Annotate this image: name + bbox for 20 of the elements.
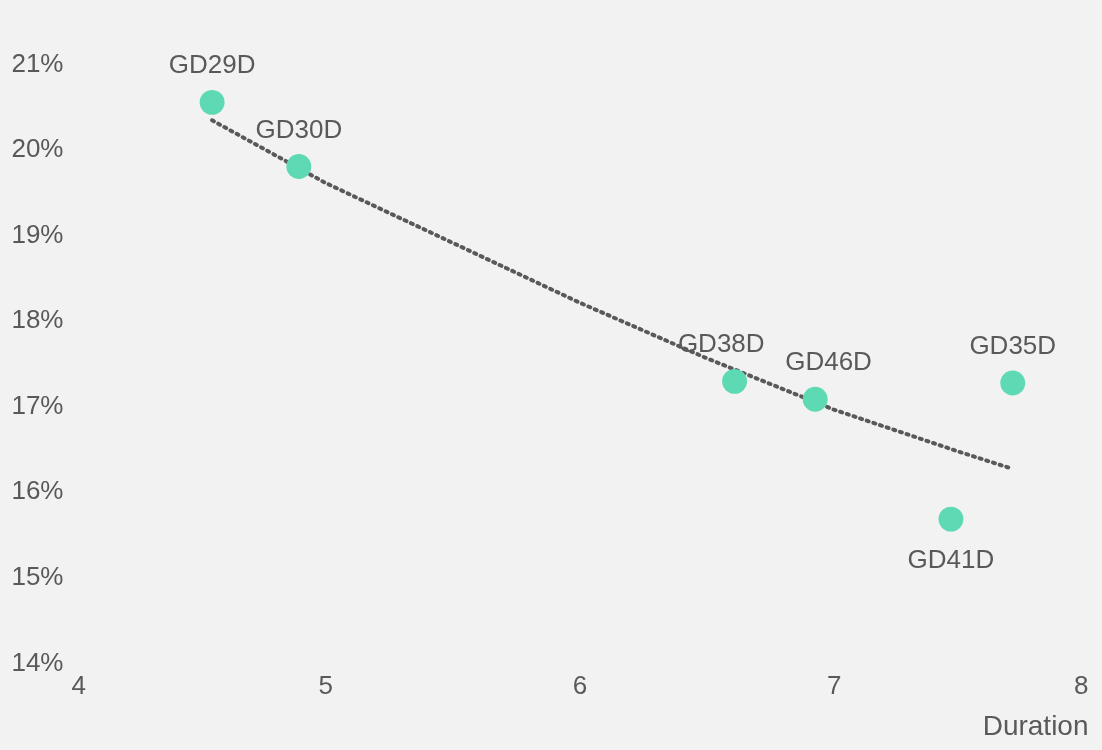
- annotation: GD41D: [907, 544, 995, 575]
- y-tick-label: 18%: [11, 304, 64, 335]
- x-axis-title: Duration: [982, 709, 1089, 741]
- annotation: GD29D: [168, 49, 256, 80]
- y-tick-label: 21%: [11, 47, 64, 78]
- x-tick-label: 7: [827, 669, 842, 700]
- y-tick-label: 19%: [11, 218, 64, 249]
- y-tick-label: 16%: [11, 475, 64, 506]
- annotation: GD35D: [969, 330, 1057, 361]
- y-tick-label: 14%: [11, 646, 64, 677]
- x-tick-label: 6: [572, 669, 588, 700]
- y-tick-label: 15%: [11, 560, 64, 591]
- y-tick-label: 17%: [11, 389, 64, 420]
- x-tick-label: 5: [318, 669, 333, 700]
- y-tick-label: 20%: [11, 133, 64, 164]
- annotation: GD30D: [255, 113, 343, 144]
- annotation: GD38D: [677, 328, 765, 359]
- x-tick-label: 8: [1074, 669, 1089, 700]
- x-tick-label: 4: [71, 669, 86, 700]
- annotation: GD46D: [785, 346, 872, 377]
